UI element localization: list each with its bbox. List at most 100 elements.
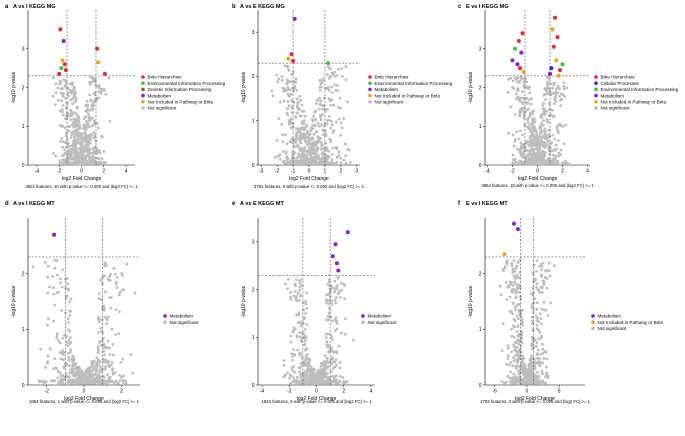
point-not-significant: [513, 160, 517, 164]
point-not-significant: [90, 124, 94, 128]
point-not-significant: [102, 150, 106, 153]
point-not-significant: [292, 80, 296, 84]
point-not-significant: [305, 371, 309, 375]
point-not-significant: [526, 101, 530, 105]
point-not-significant: [528, 153, 532, 157]
point-not-significant: [69, 341, 73, 344]
point-not-significant: [545, 110, 548, 113]
point-not-significant: [85, 120, 88, 123]
point-not-significant: [68, 144, 72, 148]
y-tick-label: 1: [252, 335, 255, 341]
point-not-significant: [66, 282, 69, 286]
point-not-significant: [88, 367, 91, 371]
point-not-significant: [102, 89, 106, 92]
point-not-significant: [299, 139, 302, 143]
point-not-significant: [329, 126, 333, 130]
point-not-significant: [319, 365, 323, 368]
point-significant: [556, 73, 561, 78]
point-not-significant: [510, 262, 513, 265]
point-not-significant: [327, 376, 331, 380]
point-not-significant: [518, 81, 521, 84]
point-not-significant: [288, 140, 292, 144]
point-not-significant: [70, 90, 73, 93]
point-not-significant: [68, 310, 72, 313]
point-not-significant: [513, 140, 517, 143]
point-not-significant: [335, 120, 338, 124]
point-not-significant: [62, 161, 66, 165]
point-not-significant: [334, 358, 338, 361]
point-not-significant: [554, 154, 558, 158]
point-not-significant: [522, 364, 526, 367]
point-not-significant: [289, 381, 292, 385]
point-not-significant: [304, 153, 308, 157]
point-not-significant: [330, 158, 334, 162]
point-not-significant: [531, 112, 534, 116]
point-not-significant: [314, 109, 317, 113]
point-not-significant: [523, 148, 527, 152]
point-not-significant: [102, 162, 105, 166]
point-not-significant: [541, 261, 545, 265]
point-not-significant: [305, 291, 309, 295]
panel-title: A vs E KEGG MT: [240, 201, 284, 207]
point-not-significant: [100, 307, 104, 310]
point-not-significant: [63, 84, 67, 88]
point-not-significant: [120, 376, 123, 379]
point-not-significant: [301, 159, 305, 163]
point-not-significant: [92, 136, 96, 140]
point-not-significant: [95, 366, 98, 370]
point-not-significant: [513, 280, 516, 284]
point-not-significant: [295, 88, 299, 92]
point-not-significant: [517, 355, 521, 359]
point-not-significant: [540, 121, 543, 125]
point-not-significant: [301, 331, 304, 335]
point-not-significant: [118, 373, 122, 377]
x-tick-label: -2: [275, 169, 280, 175]
point-not-significant: [551, 86, 554, 90]
point-not-significant: [296, 137, 300, 141]
legend-swatch: [163, 320, 167, 325]
point-not-significant: [300, 122, 304, 125]
legend-swatch: [141, 100, 145, 104]
point-not-significant: [299, 362, 303, 366]
point-not-significant: [77, 120, 80, 124]
point-not-significant: [336, 276, 340, 280]
point-not-significant: [99, 365, 102, 369]
point-not-significant: [538, 124, 542, 128]
point-not-significant: [68, 82, 72, 86]
point-not-significant: [46, 317, 50, 320]
point-not-significant: [302, 146, 306, 150]
point-not-significant: [326, 292, 330, 296]
point-not-significant: [544, 373, 548, 376]
point-not-significant: [59, 80, 63, 84]
point-not-significant: [96, 318, 100, 321]
point-not-significant: [83, 131, 87, 135]
point-not-significant: [295, 97, 299, 101]
point-not-significant: [318, 370, 322, 373]
point-significant: [513, 46, 517, 51]
point-not-significant: [553, 137, 556, 141]
point-significant: [549, 66, 554, 71]
point-not-significant: [289, 117, 293, 121]
point-not-significant: [327, 299, 330, 302]
point-not-significant: [68, 300, 71, 304]
point-not-significant: [64, 134, 68, 138]
point-not-significant: [52, 292, 56, 296]
panel-letter: e: [232, 201, 236, 207]
point-not-significant: [542, 129, 546, 133]
point-not-significant: [531, 307, 535, 310]
point-not-significant: [529, 130, 533, 134]
point-not-significant: [81, 153, 84, 157]
point-not-significant: [302, 360, 306, 363]
point-significant: [96, 60, 101, 65]
point-not-significant: [321, 133, 325, 137]
point-not-significant: [64, 296, 68, 300]
point-not-significant: [286, 100, 290, 103]
point-not-significant: [298, 331, 302, 334]
point-not-significant: [330, 152, 334, 156]
point-not-significant: [535, 319, 539, 323]
point-not-significant: [297, 311, 301, 315]
point-not-significant: [306, 377, 310, 381]
point-not-significant: [96, 351, 100, 355]
point-not-significant: [82, 149, 86, 153]
point-not-significant: [517, 148, 521, 151]
